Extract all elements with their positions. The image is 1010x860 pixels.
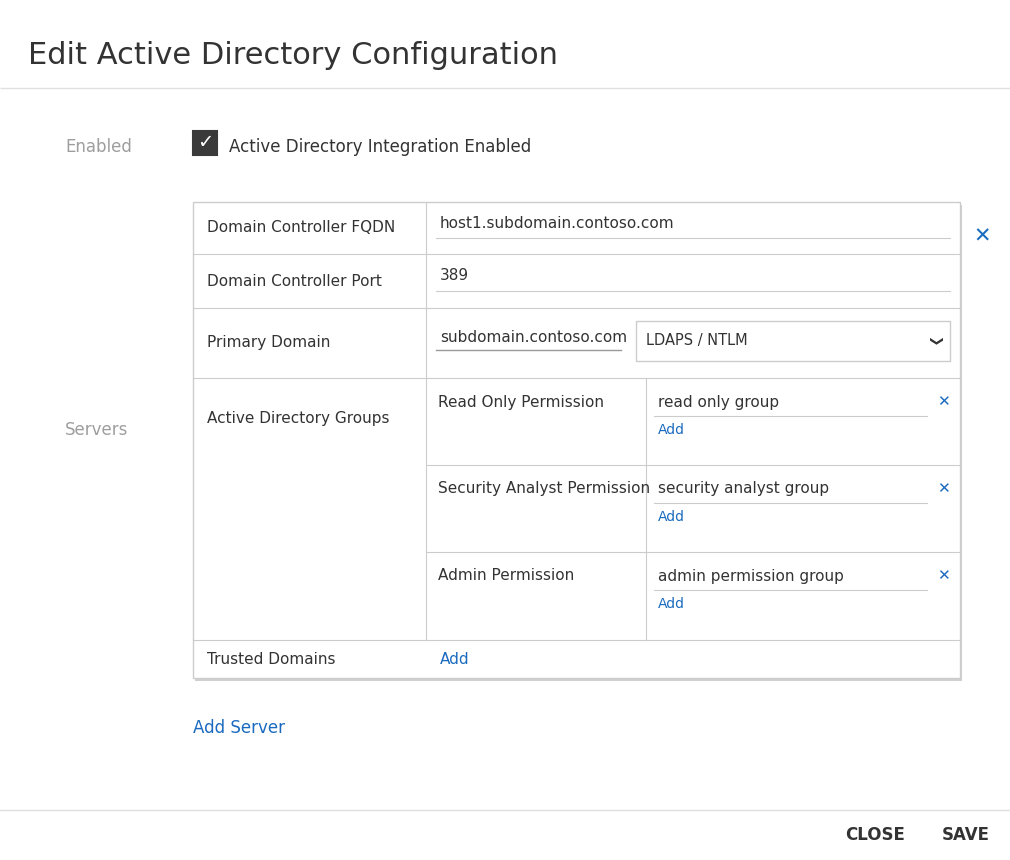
Text: CLOSE: CLOSE bbox=[845, 826, 905, 844]
Text: Servers: Servers bbox=[65, 421, 128, 439]
Text: security analyst group: security analyst group bbox=[658, 482, 829, 496]
FancyBboxPatch shape bbox=[636, 321, 950, 361]
Text: 389: 389 bbox=[440, 268, 469, 284]
Text: ✕: ✕ bbox=[936, 568, 949, 583]
Text: ✓: ✓ bbox=[197, 133, 213, 152]
Text: Add: Add bbox=[658, 423, 685, 437]
Text: Domain Controller FQDN: Domain Controller FQDN bbox=[207, 220, 395, 236]
Text: subdomain.contoso.com: subdomain.contoso.com bbox=[440, 330, 627, 346]
FancyBboxPatch shape bbox=[193, 131, 217, 155]
Text: ✕: ✕ bbox=[936, 482, 949, 496]
Text: admin permission group: admin permission group bbox=[658, 568, 844, 583]
Text: Enabled: Enabled bbox=[65, 138, 132, 156]
Text: Primary Domain: Primary Domain bbox=[207, 335, 330, 351]
FancyBboxPatch shape bbox=[195, 205, 962, 681]
Text: read only group: read only group bbox=[658, 395, 779, 409]
Text: Read Only Permission: Read Only Permission bbox=[438, 395, 604, 409]
FancyBboxPatch shape bbox=[193, 202, 959, 678]
Text: Add Server: Add Server bbox=[193, 719, 285, 737]
Text: Edit Active Directory Configuration: Edit Active Directory Configuration bbox=[28, 40, 558, 70]
Text: host1.subdomain.contoso.com: host1.subdomain.contoso.com bbox=[440, 216, 675, 230]
Text: Admin Permission: Admin Permission bbox=[438, 568, 575, 583]
Text: Active Directory Groups: Active Directory Groups bbox=[207, 410, 390, 426]
Text: Trusted Domains: Trusted Domains bbox=[207, 652, 335, 666]
Text: SAVE: SAVE bbox=[942, 826, 990, 844]
Text: ❯: ❯ bbox=[927, 335, 940, 347]
Text: ✕: ✕ bbox=[936, 395, 949, 409]
Text: Add: Add bbox=[658, 510, 685, 524]
Text: ✕: ✕ bbox=[974, 227, 991, 247]
Text: Domain Controller Port: Domain Controller Port bbox=[207, 273, 382, 288]
Text: Add: Add bbox=[440, 652, 470, 666]
Text: LDAPS / NTLM: LDAPS / NTLM bbox=[646, 334, 747, 348]
Text: Add: Add bbox=[658, 597, 685, 611]
Text: Security Analyst Permission: Security Analyst Permission bbox=[438, 482, 650, 496]
Text: Active Directory Integration Enabled: Active Directory Integration Enabled bbox=[229, 138, 531, 156]
